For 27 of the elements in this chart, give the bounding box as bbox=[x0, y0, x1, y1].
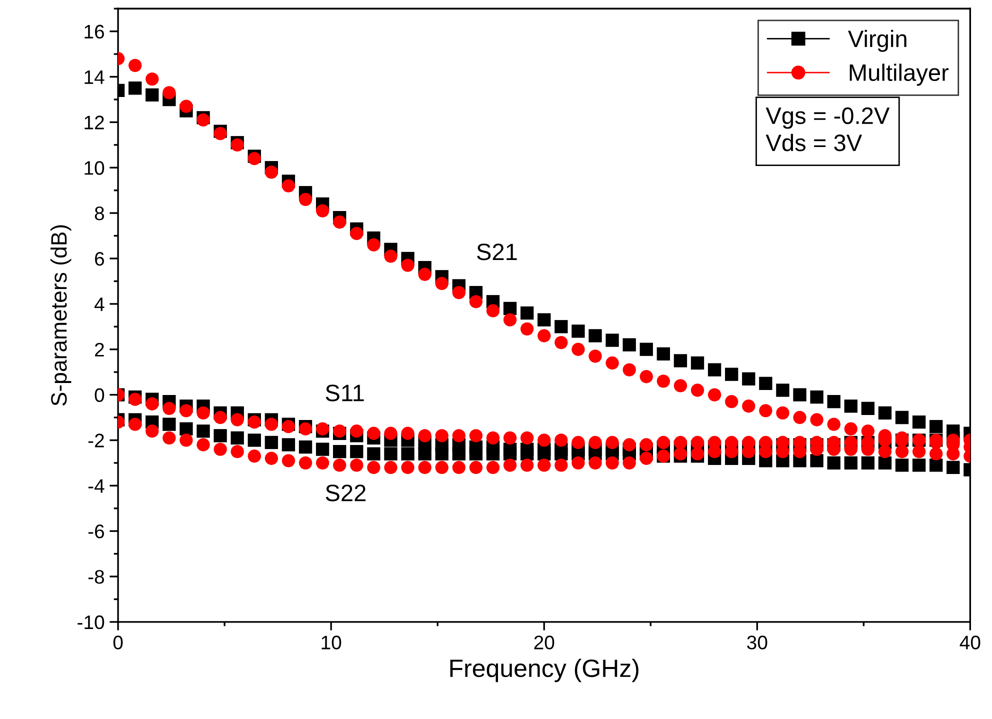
annotation: S21 bbox=[477, 244, 517, 260]
y-tick-label: 16 bbox=[84, 24, 104, 39]
y-tick-label: 2 bbox=[95, 342, 104, 356]
x-tick-label: 10 bbox=[322, 636, 342, 650]
annotation: S22 bbox=[326, 484, 366, 502]
legend-label: Virgin bbox=[848, 30, 906, 52]
y-tick-label: 4 bbox=[94, 298, 104, 311]
x-tick-label: 0 bbox=[113, 636, 123, 650]
y-tick-label: 8 bbox=[94, 206, 104, 220]
x-tick-label: 40 bbox=[960, 636, 980, 650]
y-tick-label: 6 bbox=[95, 252, 104, 266]
x-axis-title: Frequency (GHz) bbox=[450, 658, 638, 682]
y-tick-label: -2 bbox=[88, 434, 104, 448]
y-tick-label: -8 bbox=[88, 570, 104, 584]
y-tick-label: -4 bbox=[88, 479, 104, 493]
y-tick-label: 0 bbox=[94, 388, 104, 402]
annotation: S11 bbox=[326, 384, 364, 402]
y-axis-title: S-parameters (dB) bbox=[50, 225, 72, 406]
legend-label: Multilayer bbox=[850, 64, 949, 86]
y-tick-label: -6 bbox=[88, 524, 104, 538]
x-tick-label: 20 bbox=[534, 636, 554, 650]
x-tick-label: 30 bbox=[747, 636, 768, 650]
y-tick-label: 14 bbox=[84, 70, 104, 84]
y-tick-label: -10 bbox=[78, 615, 104, 630]
y-tick-label: 12 bbox=[84, 116, 104, 130]
annotation: Vgs = -0.2V Vds = 3V bbox=[766, 107, 890, 152]
y-tick-label: 10 bbox=[84, 161, 104, 175]
